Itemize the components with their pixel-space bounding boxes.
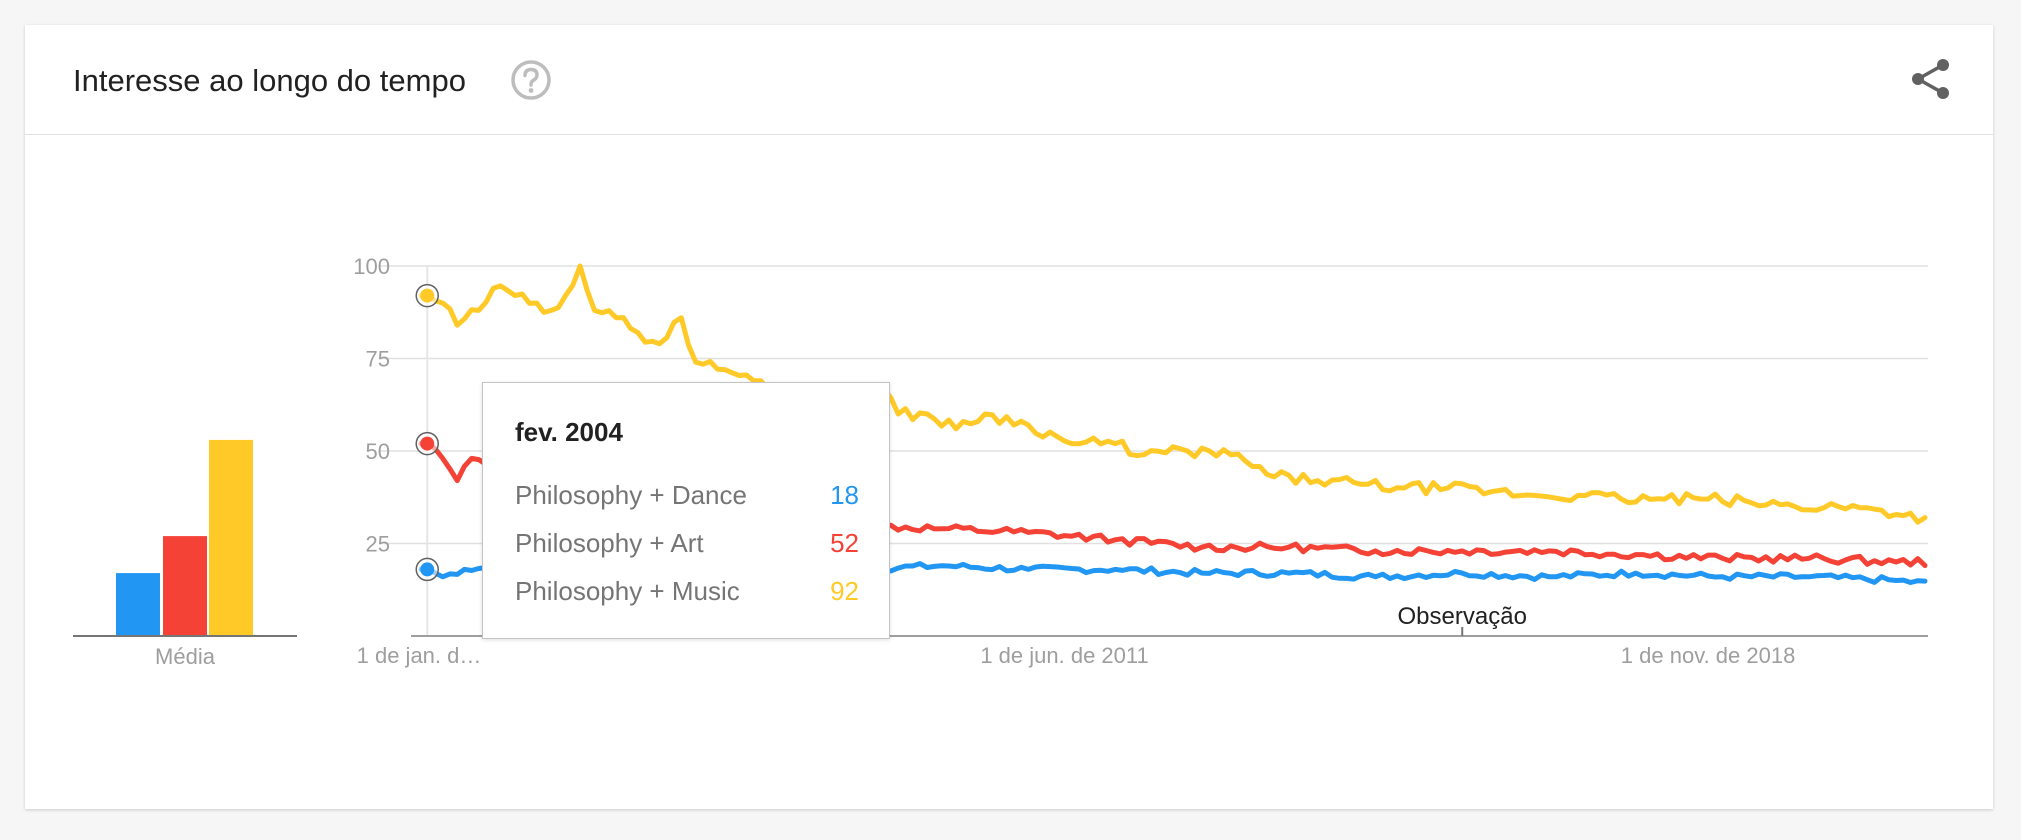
- tooltip-row-music: Philosophy + Music 92: [515, 576, 859, 612]
- highlight-marker-dot: [420, 288, 435, 303]
- tooltip-value: 18: [830, 480, 859, 510]
- y-tick-labels: 25 50 75 100: [353, 254, 390, 557]
- y-tick-label: 75: [366, 347, 390, 372]
- interest-chart: 25 50 75 100 Observação 1 de jan. d… 1 de jun.…: [73, 254, 1928, 669]
- x-tick-label: 1 de nov. de 2018: [1621, 643, 1796, 668]
- average-bar: [116, 573, 160, 636]
- highlight-marker-dot: [420, 436, 435, 451]
- tooltip-row-dance: Philosophy + Dance 18: [515, 480, 859, 516]
- highlight-marker-dot: [420, 562, 435, 577]
- average-bars: [116, 439, 253, 636]
- average-bar: [163, 536, 207, 636]
- chart-tooltip: fev. 2004 Philosophy + Dance 18 Philosop…: [482, 382, 890, 639]
- tooltip-value: 52: [830, 528, 859, 558]
- x-tick-label: 1 de jan. d…: [357, 643, 482, 668]
- x-tick-label: 1 de jun. de 2011: [980, 643, 1148, 668]
- y-tick-label: 100: [353, 254, 390, 279]
- series-line: [418, 263, 1928, 525]
- tooltip-value: 92: [830, 576, 859, 606]
- y-tick-label: 25: [366, 532, 390, 557]
- annotation-label: Observação: [1398, 603, 1527, 630]
- card-title: Interesse ao longo do tempo: [73, 63, 466, 98]
- y-tick-label: 50: [366, 439, 390, 464]
- average-label: Média: [155, 644, 216, 669]
- tooltip-date: fev. 2004: [515, 417, 623, 447]
- help-circle-icon[interactable]: [509, 58, 553, 102]
- x-tick-labels: 1 de jan. d… 1 de jun. de 2011 1 de nov. d…: [357, 643, 1796, 668]
- highlight-markers: [415, 283, 439, 582]
- tooltip-label: Philosophy + Art: [515, 528, 704, 558]
- average-bar: [209, 439, 253, 636]
- tooltip-label: Philosophy + Music: [515, 576, 740, 606]
- tooltip-label: Philosophy + Dance: [515, 480, 747, 510]
- tooltip-row-art: Philosophy + Art 52: [515, 528, 859, 564]
- interest-over-time-card: Interesse ao longo do tempo 25 50 75 100 Obs…: [25, 25, 1993, 809]
- card-header: Interesse ao longo do tempo: [25, 25, 1993, 135]
- share-icon[interactable]: [1908, 56, 1954, 102]
